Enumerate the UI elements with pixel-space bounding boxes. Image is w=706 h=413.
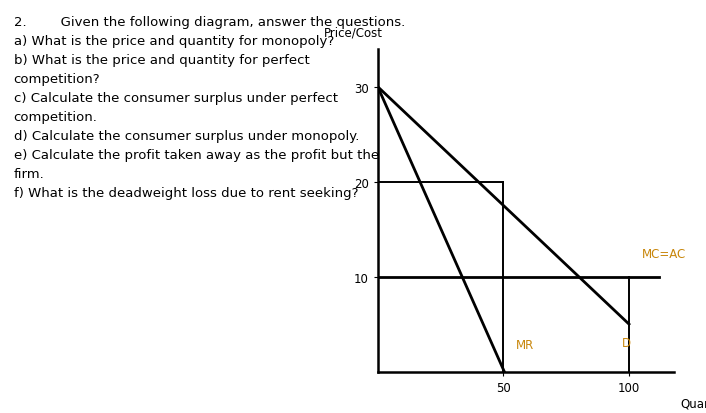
Text: MR: MR [516, 339, 534, 351]
Text: Quantity: Quantity [680, 397, 706, 411]
Text: 2.        Given the following diagram, answer the questions.
a) What is the pric: 2. Given the following diagram, answer t… [13, 16, 405, 200]
Text: Price/Cost: Price/Cost [324, 27, 383, 40]
Text: D: D [621, 336, 630, 349]
Text: MC=AC: MC=AC [642, 247, 686, 260]
